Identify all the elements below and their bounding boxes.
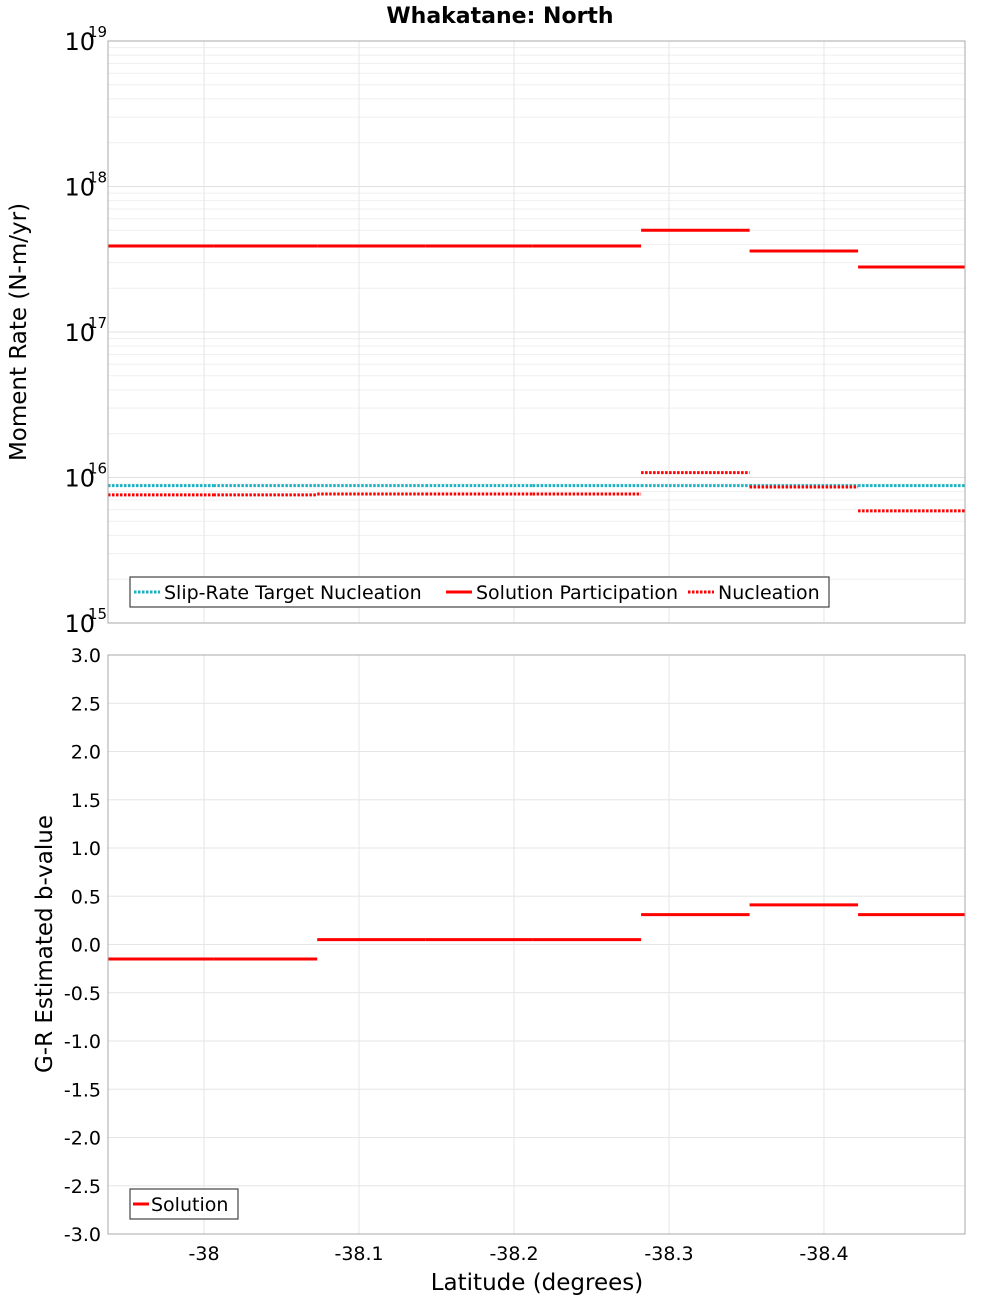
y-tick-base: 10 bbox=[64, 319, 95, 347]
series-nucleation bbox=[108, 471, 965, 513]
y-tick-label-bottom: -2.5 bbox=[64, 1176, 101, 1198]
y-tick-label-bottom: 1.5 bbox=[71, 790, 101, 812]
y-tick-label-bottom: -2.0 bbox=[64, 1128, 101, 1150]
y-tick-base: 10 bbox=[64, 610, 95, 638]
y-axis-label-bottom: G-R Estimated b-value bbox=[32, 815, 58, 1073]
x-tick-label: -38.3 bbox=[644, 1243, 693, 1265]
bottom-panel: 3.0 2.5 2.0 1.5 1.0 0.5 0.0 -0.5 -1.0 -1.5 -2.0 -2.… bbox=[32, 645, 966, 1246]
legend-label: Solution bbox=[151, 1194, 228, 1216]
chart-title: Whakatane: North bbox=[386, 4, 613, 29]
bottom-gridlines bbox=[108, 654, 965, 1235]
y-tick-label-bottom: 0.5 bbox=[71, 886, 101, 908]
legend-label: Nucleation bbox=[718, 582, 820, 604]
y-tick-label-bottom: -1.0 bbox=[64, 1031, 101, 1053]
y-tick-label-bottom: 0.0 bbox=[71, 935, 101, 957]
bottom-plot-border bbox=[107, 654, 966, 1235]
y-tick-label-bottom: -0.5 bbox=[64, 983, 101, 1005]
y-tick-label-bottom: 2.0 bbox=[71, 742, 101, 764]
y-tick-label-bottom: 1.0 bbox=[71, 838, 101, 860]
top-plot-border bbox=[107, 40, 966, 624]
x-axis-label: Latitude (degrees) bbox=[431, 1270, 644, 1296]
y-tick-base: 10 bbox=[64, 28, 95, 56]
y-tick-label-bottom: -3.0 bbox=[64, 1224, 101, 1246]
series-solution-participation bbox=[108, 228, 965, 269]
y-tick-exponent: 17 bbox=[88, 314, 107, 332]
y-tick-label-bottom: 3.0 bbox=[71, 645, 101, 667]
y-axis-label-top: Moment Rate (N-m/yr) bbox=[6, 203, 32, 461]
legend-label: Solution Participation bbox=[476, 582, 678, 604]
top-gridlines bbox=[108, 40, 965, 624]
y-tick-exponent: 15 bbox=[88, 605, 107, 623]
legend-top: Slip-Rate Target Nucleation Solution Part… bbox=[129, 576, 830, 608]
legend-bottom: Solution bbox=[129, 1188, 239, 1220]
y-tick-base: 10 bbox=[64, 174, 95, 202]
x-tick-label: -38 bbox=[189, 1243, 220, 1265]
y-tick-label-bottom: -1.5 bbox=[64, 1079, 101, 1101]
x-tick-label: -38.4 bbox=[799, 1243, 848, 1265]
y-tick-base: 10 bbox=[64, 465, 95, 493]
legend-label: Slip-Rate Target Nucleation bbox=[164, 582, 422, 604]
x-tick-label: -38.2 bbox=[489, 1243, 538, 1265]
series-solution bbox=[108, 903, 965, 961]
x-tick-label: -38.1 bbox=[334, 1243, 383, 1265]
y-tick-label-bottom: 2.5 bbox=[71, 693, 101, 715]
y-tick-exponent: 19 bbox=[88, 23, 107, 41]
y-tick-exponent: 18 bbox=[88, 169, 107, 187]
y-tick-exponent: 16 bbox=[88, 460, 107, 478]
